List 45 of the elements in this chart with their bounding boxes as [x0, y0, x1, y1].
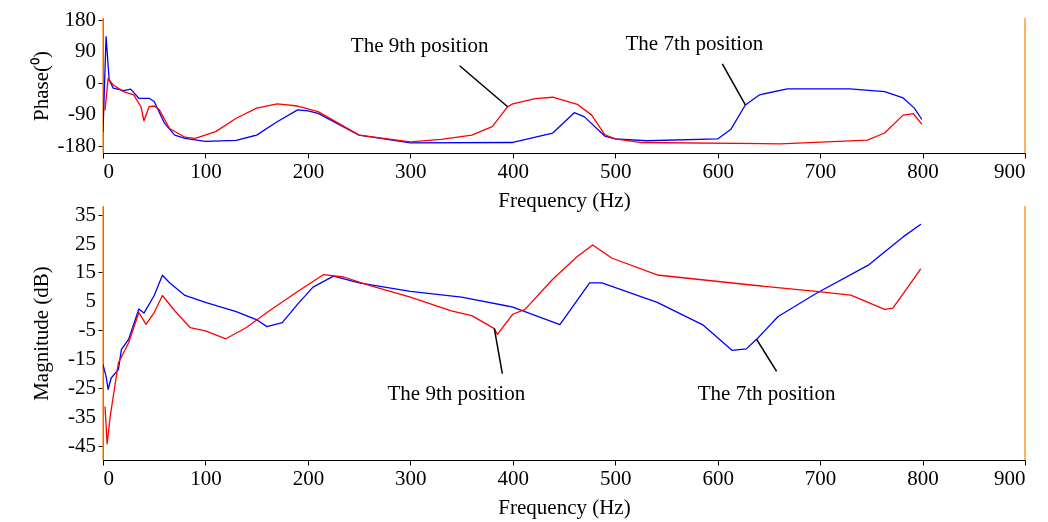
x-axis-title: Frequency (Hz): [498, 187, 631, 212]
annotation: The 9th position: [387, 380, 526, 405]
y-tick-label: 25: [75, 230, 96, 255]
x-tick-label: 200: [292, 158, 325, 183]
x-tick-label: 500: [599, 465, 632, 490]
x-tick-label: 900: [994, 465, 1026, 490]
y-tick-label: -5: [78, 317, 96, 342]
x-tick-label: 900: [994, 158, 1026, 183]
line-series: [104, 244, 922, 445]
x-tick-label: 0: [103, 158, 114, 183]
y-tick-label: 35: [75, 201, 96, 226]
x-axis-title: Frequency (Hz): [498, 494, 631, 519]
annotation: The 9th position: [350, 32, 489, 57]
annotation: The 7th position: [697, 381, 836, 406]
line-series: [104, 77, 923, 145]
y-tick-label: 0: [85, 69, 96, 94]
x-tick-label: 300: [395, 465, 427, 490]
y-tick-label: 90: [75, 38, 96, 63]
x-tick-label: 700: [804, 465, 837, 490]
x-tick-label: 0: [103, 465, 114, 490]
y-tick-label: -35: [68, 403, 96, 428]
y-tick-label: -15: [68, 345, 96, 370]
y-axis-title: Magnitude (dB): [29, 266, 53, 401]
x-tick-label: 400: [497, 158, 530, 183]
x-tick-label: 100: [190, 465, 222, 490]
y-tick-label: 5: [85, 288, 96, 313]
x-tick-label: 800: [907, 158, 939, 183]
y-tick-label: -45: [68, 432, 96, 457]
annotation: The 7th position: [625, 30, 764, 55]
y-tick-label: -25: [68, 374, 96, 399]
x-tick-label: 600: [702, 158, 734, 183]
x-tick-label: 400: [497, 465, 530, 490]
x-tick-label: 100: [190, 158, 222, 183]
y-axis-title: Phase(⁰): [29, 51, 53, 121]
line-series: [103, 35, 923, 144]
x-tick-label: 300: [395, 158, 427, 183]
y-tick-label: -90: [68, 101, 96, 126]
x-tick-label: 500: [599, 158, 632, 183]
y-tick-label: 180: [64, 6, 96, 31]
y-tick-label: -180: [57, 132, 96, 157]
y-tick-label: 15: [75, 259, 96, 284]
x-tick-label: 800: [907, 465, 939, 490]
x-tick-label: 700: [804, 158, 837, 183]
x-tick-label: 600: [702, 465, 734, 490]
x-tick-label: 200: [292, 465, 325, 490]
